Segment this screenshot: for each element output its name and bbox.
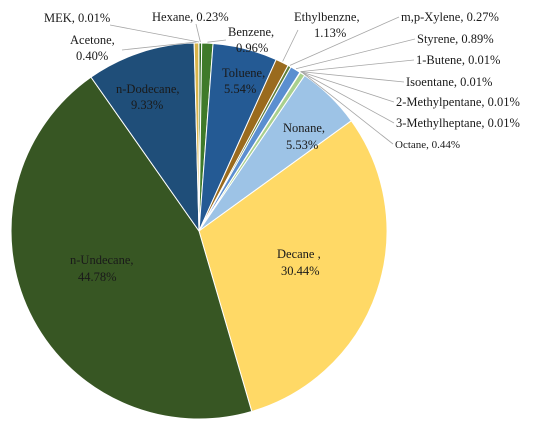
pie-slice-n-undecane: [10, 76, 253, 420]
leader-line-ethylbenzne: [282, 29, 299, 62]
leader-line-mek: [109, 24, 200, 43]
data-label-benzene-value: 0.96%: [236, 41, 268, 55]
data-label-n-undecane-value: 44.78%: [78, 270, 117, 284]
data-label-mek: MEK, 0.01%: [44, 11, 110, 25]
data-label-nonane-value: 5.53%: [286, 138, 318, 152]
leader-line-m-p-xylene: [289, 16, 400, 66]
data-label-2-methylpentane: 2-Methylpentane, 0.01%: [396, 95, 520, 109]
data-label-decane-value: 30.44%: [281, 264, 320, 278]
data-label-toluene-name: Toluene,: [222, 66, 265, 80]
data-label-n-undecane-name: n-Undecane,: [70, 253, 134, 267]
data-label-acetone-name: Acetone,: [70, 33, 115, 47]
data-label-hexane: Hexane, 0.23%: [152, 10, 229, 24]
leader-line-3-methylheptane: [300, 71, 395, 124]
data-label-mp-xylene: m,p-Xylene, 0.27%: [401, 10, 499, 24]
data-label-styrene: Styrene, 0.89%: [417, 32, 494, 46]
data-label-nonane-name: Nonane,: [283, 121, 325, 135]
leader-line-isoentane: [300, 71, 405, 83]
data-label-octane: Octane, 0.44%: [395, 139, 460, 151]
data-label-n-dodecane-name: n-Dodecane,: [116, 82, 180, 96]
pie-slice-n-dodecane: [90, 42, 200, 233]
data-label-3-methylheptane: 3-Methylheptane, 0.01%: [396, 116, 520, 130]
data-label-benzene-name: Benzene,: [228, 25, 274, 39]
data-label-acetone-value: 0.40%: [76, 49, 108, 63]
leader-line-acetone: [121, 41, 197, 51]
leader-line-benzene: [207, 39, 227, 43]
data-label-ethylbenzne-name: Ethylbenzne,: [294, 10, 360, 24]
data-label-decane-name: Decane ,: [277, 247, 321, 261]
leader-line-styrene: [295, 38, 416, 70]
leader-line-octane: [302, 72, 394, 145]
data-label-isoentane: Isoentane, 0.01%: [406, 75, 492, 89]
data-label-1-butene: 1-Butene, 0.01%: [416, 53, 500, 67]
leader-lines: [109, 16, 416, 145]
pie-slice-decane: [198, 120, 388, 413]
leader-line-hexane: [195, 23, 201, 43]
leader-line-2-methylpentane: [300, 71, 395, 103]
pie-slices: [10, 42, 388, 420]
leader-line-1-butene: [300, 59, 415, 72]
data-label-ethylbenzne-value: 1.13%: [314, 26, 346, 40]
data-label-n-dodecane-value: 9.33%: [131, 98, 163, 112]
data-label-toluene-value: 5.54%: [224, 82, 256, 96]
